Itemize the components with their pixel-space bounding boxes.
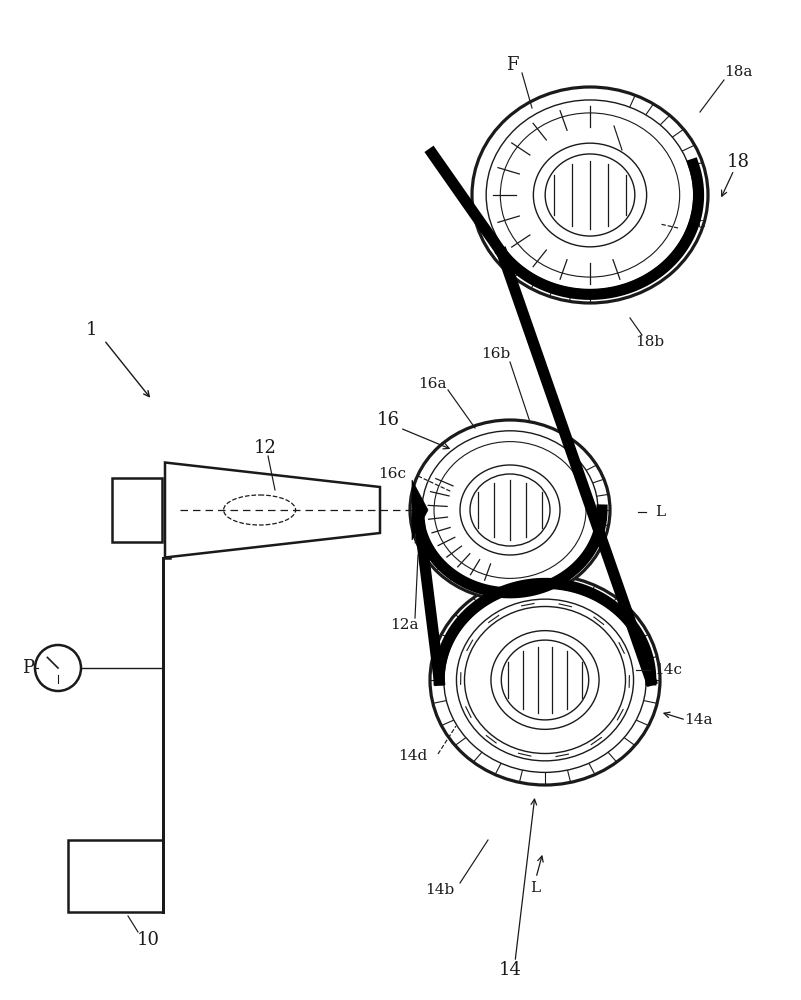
Ellipse shape bbox=[491, 631, 599, 729]
Text: 18b: 18b bbox=[635, 335, 665, 349]
Polygon shape bbox=[412, 480, 428, 540]
Ellipse shape bbox=[444, 588, 646, 772]
Text: 16a: 16a bbox=[418, 377, 446, 391]
Ellipse shape bbox=[470, 474, 550, 546]
Text: 12a: 12a bbox=[390, 618, 418, 632]
Ellipse shape bbox=[457, 599, 634, 761]
Ellipse shape bbox=[501, 113, 680, 277]
Text: 12: 12 bbox=[254, 439, 276, 457]
Text: P: P bbox=[22, 659, 34, 677]
Text: 1: 1 bbox=[87, 321, 98, 339]
Circle shape bbox=[35, 645, 81, 691]
Text: L: L bbox=[601, 111, 611, 125]
Ellipse shape bbox=[430, 575, 660, 785]
Text: H: H bbox=[412, 521, 425, 535]
Ellipse shape bbox=[472, 87, 708, 303]
Ellipse shape bbox=[422, 431, 598, 589]
Text: L: L bbox=[530, 881, 540, 895]
Text: 14d: 14d bbox=[398, 749, 428, 763]
Ellipse shape bbox=[501, 640, 589, 720]
Text: 16: 16 bbox=[376, 411, 400, 429]
Ellipse shape bbox=[410, 420, 610, 600]
Text: 16c: 16c bbox=[378, 467, 406, 481]
Text: 18a: 18a bbox=[724, 65, 752, 79]
Text: 14a: 14a bbox=[684, 713, 712, 727]
Text: 14c: 14c bbox=[654, 663, 682, 677]
Text: 16b: 16b bbox=[481, 347, 510, 361]
Ellipse shape bbox=[460, 465, 560, 555]
Text: 14: 14 bbox=[498, 961, 521, 979]
Text: 18: 18 bbox=[727, 153, 750, 171]
Ellipse shape bbox=[533, 143, 646, 247]
Bar bbox=[67, 840, 163, 912]
Text: 10: 10 bbox=[136, 931, 159, 949]
Text: 14b: 14b bbox=[425, 883, 455, 897]
Polygon shape bbox=[165, 462, 380, 558]
Bar bbox=[112, 478, 162, 542]
Ellipse shape bbox=[545, 154, 635, 236]
Text: L: L bbox=[655, 505, 665, 519]
Text: F: F bbox=[505, 56, 518, 74]
Text: 18c: 18c bbox=[678, 217, 706, 231]
Ellipse shape bbox=[434, 442, 586, 578]
Ellipse shape bbox=[465, 606, 626, 754]
Ellipse shape bbox=[486, 100, 694, 290]
